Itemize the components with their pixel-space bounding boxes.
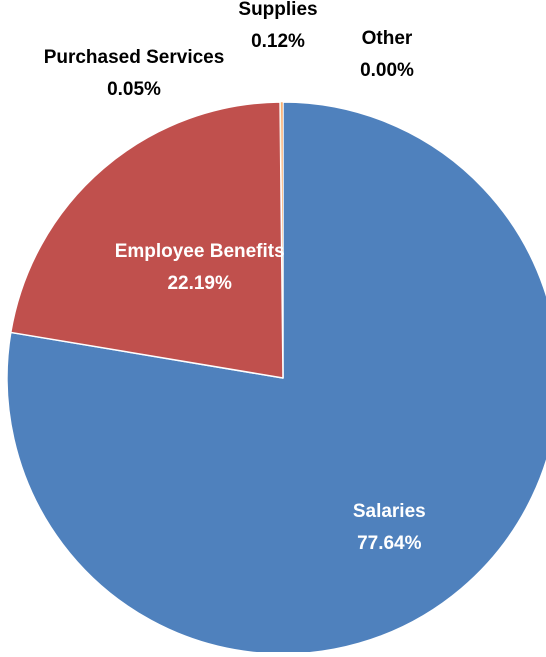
pie-slices bbox=[7, 102, 546, 652]
data-label-value-employee-benefits: 22.19% bbox=[167, 273, 232, 294]
data-label-value-purchased-services: 0.05% bbox=[107, 79, 161, 100]
data-label-name-other: Other bbox=[362, 28, 413, 49]
data-label-name-employee-benefits: Employee Benefits bbox=[115, 241, 285, 262]
data-label-purchased-services: Purchased Services 0.05% bbox=[44, 47, 225, 100]
data-label-supplies: Supplies 0.12% bbox=[238, 0, 317, 52]
data-label-value-supplies: 0.12% bbox=[251, 31, 305, 52]
data-label-value-salaries: 77.64% bbox=[357, 533, 422, 554]
data-label-name-purchased-services: Purchased Services bbox=[44, 47, 225, 68]
data-label-other: Other 0.00% bbox=[360, 28, 414, 81]
data-label-name-supplies: Supplies bbox=[238, 0, 317, 20]
data-label-name-salaries: Salaries bbox=[353, 501, 426, 522]
data-label-value-other: 0.00% bbox=[360, 60, 414, 81]
